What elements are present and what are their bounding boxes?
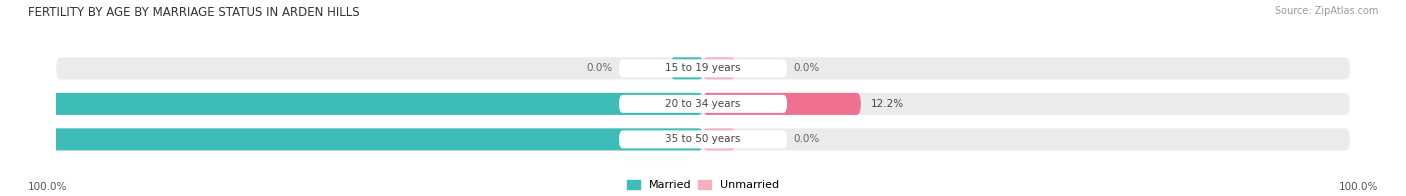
Text: 12.2%: 12.2% <box>872 99 904 109</box>
FancyBboxPatch shape <box>56 57 1350 79</box>
Text: 100.0%: 100.0% <box>1339 182 1378 192</box>
FancyBboxPatch shape <box>619 59 787 77</box>
FancyBboxPatch shape <box>0 93 703 115</box>
FancyBboxPatch shape <box>703 128 735 150</box>
FancyBboxPatch shape <box>619 130 787 148</box>
FancyBboxPatch shape <box>703 93 860 115</box>
FancyBboxPatch shape <box>0 128 703 150</box>
Text: 0.0%: 0.0% <box>793 63 820 73</box>
Legend: Married, Unmarried: Married, Unmarried <box>627 180 779 191</box>
Text: 100.0%: 100.0% <box>28 182 67 192</box>
FancyBboxPatch shape <box>56 93 1350 115</box>
Text: 0.0%: 0.0% <box>793 134 820 144</box>
FancyBboxPatch shape <box>703 57 735 79</box>
FancyBboxPatch shape <box>671 57 703 79</box>
Text: FERTILITY BY AGE BY MARRIAGE STATUS IN ARDEN HILLS: FERTILITY BY AGE BY MARRIAGE STATUS IN A… <box>28 6 360 19</box>
Text: 15 to 19 years: 15 to 19 years <box>665 63 741 73</box>
Text: Source: ZipAtlas.com: Source: ZipAtlas.com <box>1274 6 1378 16</box>
Text: 35 to 50 years: 35 to 50 years <box>665 134 741 144</box>
FancyBboxPatch shape <box>56 128 1350 150</box>
Text: 0.0%: 0.0% <box>586 63 613 73</box>
FancyBboxPatch shape <box>619 95 787 113</box>
Text: 20 to 34 years: 20 to 34 years <box>665 99 741 109</box>
